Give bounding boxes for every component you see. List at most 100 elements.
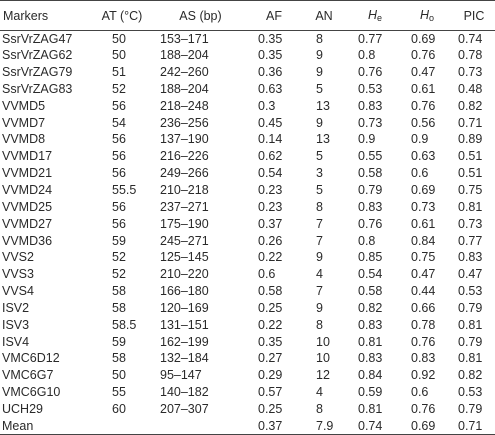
table-row: ISV2 58 120–169 0.25 9 0.82 0.66 0.79 (0, 300, 495, 317)
cell-an: 9 (316, 48, 323, 63)
cell-ho: 0.76 (411, 48, 436, 63)
cell-pic: 0.81 (458, 351, 483, 366)
cell-an: 7 (316, 284, 323, 299)
cell-ho: 0.61 (411, 216, 436, 231)
cell-af: 0.23 (258, 199, 283, 214)
cell-as: 140–182 (160, 385, 209, 400)
cell-af: 0.35 (258, 31, 283, 46)
cell-marker: VVMD7 (2, 115, 46, 130)
table-row: VVMD5 56 218–248 0.3 13 0.83 0.76 0.82 (0, 98, 495, 115)
cell-pic: 0.53 (458, 284, 483, 299)
cell-at: 50 (112, 48, 126, 63)
cell-as: 166–180 (160, 284, 209, 299)
cell-an: 13 (316, 132, 330, 147)
cell-at: 56 (112, 199, 126, 214)
cell-at: 56 (112, 132, 126, 147)
cell-as: 207–307 (160, 401, 209, 416)
cell-af: 0.45 (258, 115, 283, 130)
cell-marker: VVS4 (2, 284, 34, 299)
cell-af: 0.29 (258, 368, 283, 383)
cell-he: 0.59 (358, 385, 383, 400)
header-annealing-temperature: AT (°C) (92, 0, 152, 31)
cell-pic: 0.79 (458, 334, 483, 349)
cell-he: 0.83 (358, 98, 383, 113)
header-observed-heterozygosity: Ho (401, 0, 453, 31)
cell-he: 0.85 (358, 250, 383, 265)
cell-ho: 0.78 (411, 317, 436, 332)
cell-pic: 0.48 (458, 81, 483, 96)
cell-af: 0.36 (258, 65, 283, 80)
ho-letter: H (419, 8, 429, 22)
cell-pic: 0.75 (458, 183, 483, 198)
cell-marker: SsrVrZAG47 (2, 31, 73, 46)
cell-an: 7 (316, 216, 323, 231)
cell-as: 210–220 (160, 267, 209, 282)
cell-af: 0.6 (258, 267, 276, 282)
cell-at: 55 (112, 385, 126, 400)
cell-as: 153–171 (160, 31, 209, 46)
cell-he: 0.79 (358, 183, 383, 198)
cell-as: 162–199 (160, 334, 209, 349)
cell-he: 0.8 (358, 233, 376, 248)
cell-he: 0.83 (358, 317, 383, 332)
cell-af: 0.63 (258, 81, 283, 96)
cell-ho: 0.9 (411, 132, 429, 147)
cell-an: 9 (316, 115, 323, 130)
ho-subscript: o (429, 13, 435, 23)
cell-ho: 0.56 (411, 115, 436, 130)
cell-ho: 0.73 (411, 199, 436, 214)
cell-at: 56 (112, 216, 126, 231)
cell-an: 8 (316, 401, 323, 416)
header-markers: Markers (0, 0, 92, 31)
cell-marker: UCH29 (2, 401, 43, 416)
cell-ho: 0.69 (411, 183, 436, 198)
cell-marker: ISV3 (2, 317, 30, 332)
cell-he: 0.83 (358, 199, 383, 214)
cell-pic: 0.78 (458, 48, 483, 63)
cell-pic: 0.53 (458, 385, 483, 400)
table-row: VVMD36 59 245–271 0.26 7 0.8 0.84 0.77 (0, 233, 495, 250)
cell-at: 51 (112, 65, 126, 80)
table-row: VMC6G7 50 95–147 0.29 12 0.84 0.92 0.82 (0, 367, 495, 384)
cell-ho: 0.84 (411, 233, 436, 248)
cell-af: 0.27 (258, 351, 283, 366)
cell-he: 0.58 (358, 166, 383, 181)
header-allele-frequency: AF (249, 0, 299, 31)
cell-marker: VVMD8 (2, 132, 46, 147)
table-row: VVS2 52 125–145 0.22 9 0.85 0.75 0.83 (0, 249, 495, 266)
cell-af: 0.25 (258, 300, 283, 315)
cell-he: 0.74 (349, 417, 401, 435)
cell-marker: VVS2 (2, 250, 34, 265)
cell-marker: SsrVrZAG83 (2, 81, 73, 96)
table-row: Mean 0.37 7.9 0.74 0.69 0.71 (0, 417, 495, 435)
cell-ho: 0.61 (411, 81, 436, 96)
cell-af: 0.3 (258, 98, 276, 113)
cell-as: 188–204 (160, 48, 209, 63)
cell-an: 10 (316, 334, 330, 349)
cell-at: 60 (112, 401, 126, 416)
table-row: VMC6G10 55 140–182 0.57 4 0.59 0.6 0.53 (0, 384, 495, 401)
cell-af: 0.25 (258, 401, 283, 416)
cell-ho: 0.76 (411, 401, 436, 416)
header-allele-number: AN (299, 0, 349, 31)
cell-he: 0.77 (358, 31, 383, 46)
cell-an: 7 (316, 233, 323, 248)
table-row: VVMD24 55.5 210–218 0.23 5 0.79 0.69 0.75 (0, 182, 495, 199)
cell-an: 9 (316, 300, 323, 315)
table-row: VVMD8 56 137–190 0.14 13 0.9 0.9 0.89 (0, 132, 495, 149)
cell-an: 5 (316, 149, 323, 164)
cell-ho: 0.69 (401, 417, 453, 435)
cell-marker: VVMD5 (2, 98, 46, 113)
cell-he: 0.55 (358, 149, 383, 164)
cell-he: 0.8 (358, 48, 376, 63)
cell-pic: 0.79 (458, 300, 483, 315)
table-row: SsrVrZAG62 50 188–204 0.35 9 0.8 0.76 0.78 (0, 47, 495, 64)
table-header: Markers AT (°C) AS (bp) AF AN He Ho PIC (0, 0, 495, 31)
cell-as: 242–260 (160, 65, 209, 80)
cell-as: 132–184 (160, 351, 209, 366)
table-row: VVMD25 56 237–271 0.23 8 0.83 0.73 0.81 (0, 199, 495, 216)
cell-he: 0.81 (358, 334, 383, 349)
cell-marker: VVS3 (2, 267, 34, 282)
cell-at: 56 (112, 98, 126, 113)
cell-an: 12 (316, 368, 330, 383)
